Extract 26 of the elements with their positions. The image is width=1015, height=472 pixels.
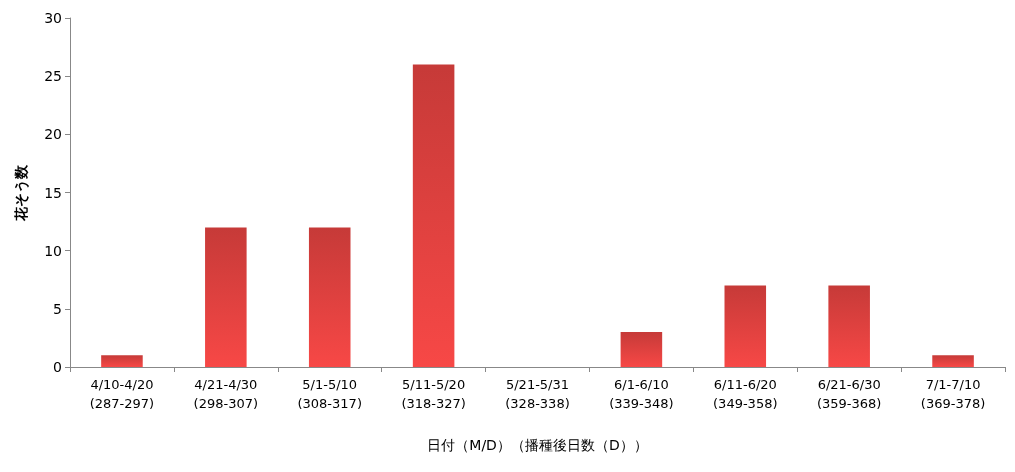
x-axis-title: 日付（M/D）（播種後日数（D）） (427, 437, 648, 453)
y-axis-title: 花そう数 (13, 163, 30, 222)
y-tick-label: 25 (44, 68, 62, 85)
x-tick-label: 5/21-5/31 (328-338) (505, 377, 570, 411)
y-tick-label: 0 (53, 359, 62, 375)
x-tick-label: 6/11-6/20 (349-358) (713, 377, 778, 411)
bar (828, 285, 870, 367)
bar (412, 64, 455, 367)
bar (101, 355, 143, 367)
bar (620, 332, 663, 367)
bar (932, 355, 974, 367)
y-tick-label: 5 (53, 300, 62, 317)
x-tick-label: 6/1-6/10 (339-348) (609, 377, 674, 411)
x-tick-label: 5/11-5/20 (318-327) (401, 377, 466, 411)
bar (724, 285, 767, 367)
y-tick-label: 10 (44, 242, 62, 259)
y-tick-label: 30 (44, 10, 62, 26)
x-tick-label: 5/1-5/10 (308-317) (297, 377, 362, 411)
y-tick-label: 15 (44, 184, 62, 201)
x-tick-label: 4/21-4/30 (298-307) (193, 377, 259, 411)
y-tick-label: 20 (44, 126, 62, 143)
x-tick-label: 7/1-7/10 (369-378) (920, 377, 986, 411)
bar (308, 227, 351, 367)
bar (205, 227, 247, 367)
x-tick-label: 6/21-6/30 (359-368) (816, 377, 882, 411)
x-tick-label: 4/10-4/20 (287-297) (89, 377, 155, 411)
